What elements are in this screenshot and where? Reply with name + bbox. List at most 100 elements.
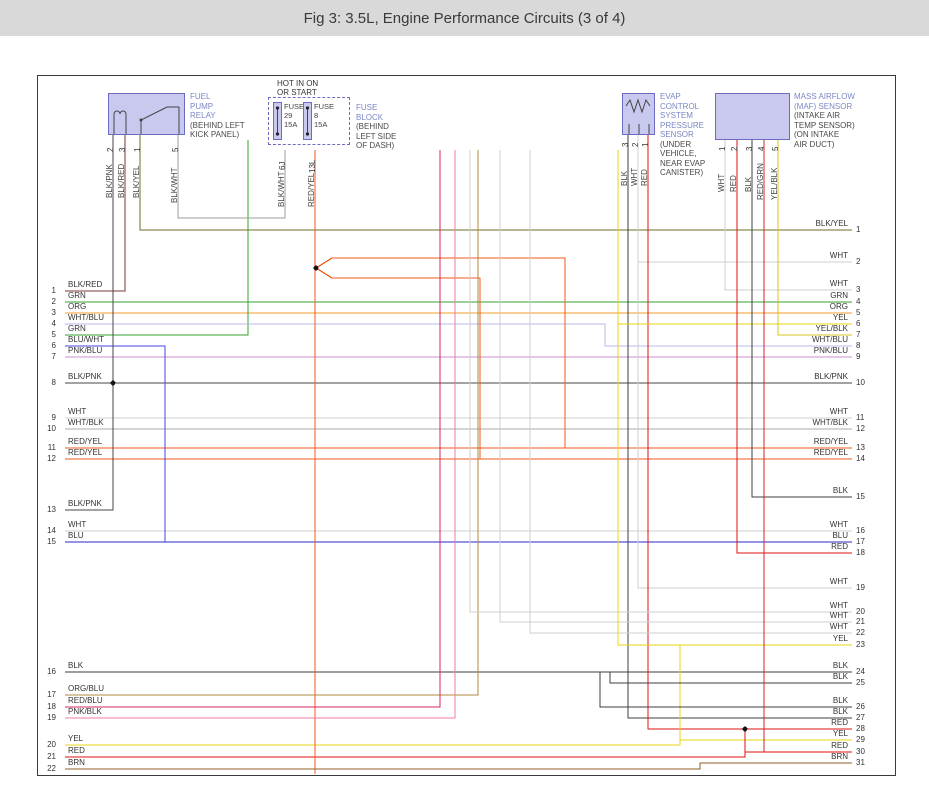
right-row-number: 23	[856, 640, 865, 649]
vertical-wire-label: RED/GRN	[756, 163, 765, 200]
maf-sensor-caption: MASS AIRFLOW (MAF) SENSOR (INTAKE AIR TE…	[794, 92, 855, 149]
right-row-label: WHT	[829, 279, 848, 288]
vertical-wire-label: BLK	[744, 176, 753, 192]
right-row-number: 1	[856, 225, 861, 234]
right-row-number: 6	[856, 319, 861, 328]
left-row-number: 21	[47, 752, 56, 761]
left-row-number: 2	[51, 297, 56, 306]
resistor-symbol-icon	[625, 98, 651, 134]
right-row-number: 8	[856, 341, 861, 350]
figure-title-bar: Fig 3: 3.5L, Engine Performance Circuits…	[0, 0, 929, 36]
left-row-number: 12	[47, 454, 56, 463]
right-row-number: 21	[856, 617, 865, 626]
left-row-number: 3	[51, 308, 56, 317]
pin-label: 1	[718, 146, 727, 151]
vertical-wire-label: BLK/RED	[117, 163, 126, 198]
fuel-pump-relay-box	[108, 93, 185, 135]
left-row-label: WHT	[68, 407, 87, 416]
right-row-label: BLU	[832, 531, 848, 540]
wire-wht	[724, 140, 852, 291]
left-row-label: RED/YEL	[68, 437, 103, 446]
left-row-label: BLU	[68, 531, 84, 540]
fuse-8-label: FUSE 8 15A	[314, 102, 335, 129]
vertical-wire-label: RED/YEL	[307, 172, 316, 207]
left-row-number: 11	[47, 443, 56, 452]
hot-in-on-label: HOT IN ON OR START	[277, 79, 319, 97]
fuse-29-label: FUSE 29 15A	[284, 102, 305, 129]
left-row-label: RED/YEL	[68, 448, 103, 457]
left-row-number: 22	[47, 764, 56, 773]
right-row-number: 28	[856, 724, 865, 733]
pin-label: 2	[106, 147, 115, 152]
right-row-number: 25	[856, 678, 865, 687]
wire-blk-pnk	[65, 135, 114, 511]
right-row-number: 4	[856, 297, 861, 306]
vertical-wire-label: RED	[729, 175, 738, 192]
wire-red	[647, 135, 852, 730]
right-row-label: BLK	[832, 696, 848, 705]
right-row-label: ORG	[829, 302, 848, 311]
right-row-label: PNK/BLU	[813, 346, 848, 355]
wire-blk	[751, 140, 852, 498]
right-row-number: 18	[856, 548, 865, 557]
right-row-label: WHT/BLK	[812, 418, 848, 427]
right-row-label: RED	[831, 542, 848, 551]
left-row-label: PNK/BLK	[68, 707, 102, 716]
left-row-label: WHT/BLK	[68, 418, 104, 427]
wire-yel	[617, 150, 852, 646]
fuse-29-symbol-icon	[273, 102, 282, 140]
left-row-number: 19	[47, 713, 56, 722]
pin-label: 1	[133, 147, 142, 152]
wire-yel	[65, 739, 852, 746]
left-row-number: 9	[51, 413, 56, 422]
left-row-label: BLK/PNK	[68, 499, 102, 508]
pin-label: 1	[641, 142, 650, 147]
right-row-label: RED/YEL	[813, 437, 848, 446]
right-row-number: 12	[856, 424, 865, 433]
evap-sensor-caption: EVAP CONTROL SYSTEM PRESSURE SENSOR (UND…	[660, 92, 705, 178]
right-row-label: RED	[831, 741, 848, 750]
right-row-number: 9	[856, 352, 861, 361]
left-row-number: 15	[47, 537, 56, 546]
figure-title: Fig 3: 3.5L, Engine Performance Circuits…	[303, 9, 626, 27]
evap-pressure-sensor-box	[622, 93, 655, 135]
vertical-wire-label: BLK/YEL	[132, 165, 141, 198]
pin-label: 5	[771, 146, 780, 151]
wire-pnk-blk	[65, 150, 456, 719]
vertical-wire-label: WHT	[717, 173, 726, 192]
right-row-label: WHT	[829, 601, 848, 610]
evap-sensor-name: EVAP CONTROL SYSTEM PRESSURE SENSOR	[660, 92, 705, 139]
vertical-wire-label: BLK	[620, 170, 629, 186]
wire-wht	[499, 150, 852, 623]
fuse-8-symbol-icon	[303, 102, 312, 140]
left-row-number: 18	[47, 702, 56, 711]
wire-blk-wht	[177, 135, 286, 219]
right-row-number: 7	[856, 330, 861, 339]
right-row-number: 22	[856, 628, 865, 637]
vertical-wire-label: WHT	[630, 167, 639, 186]
right-row-number: 13	[856, 443, 865, 452]
right-row-number: 5	[856, 308, 861, 317]
right-row-label: BLK/PNK	[814, 372, 848, 381]
right-row-number: 17	[856, 537, 865, 546]
wire-wht	[637, 135, 852, 589]
right-row-number: 10	[856, 378, 865, 387]
left-row-number: 16	[47, 667, 56, 676]
left-row-label: ORG/BLU	[68, 684, 105, 693]
left-row-label: RED	[68, 746, 85, 755]
fuse-block-box: FUSE 29 15A FUSE 8 15A	[268, 97, 350, 145]
left-row-number: 6	[51, 341, 56, 350]
left-row-label: BLK/RED	[68, 280, 103, 289]
left-row-number: 4	[51, 319, 56, 328]
wire-wht-blu	[65, 323, 852, 347]
wire-red	[65, 729, 746, 758]
vertical-wire-label: BLK/WHT	[170, 167, 179, 203]
right-row-label: RED/YEL	[813, 448, 848, 457]
wire-blk	[627, 135, 852, 719]
pin-label: 13L	[308, 159, 317, 173]
left-row-label: WHT	[68, 520, 87, 529]
left-row-number: 13	[47, 505, 56, 514]
right-row-label: YEL	[832, 313, 848, 322]
wire-blk-red	[65, 135, 126, 292]
